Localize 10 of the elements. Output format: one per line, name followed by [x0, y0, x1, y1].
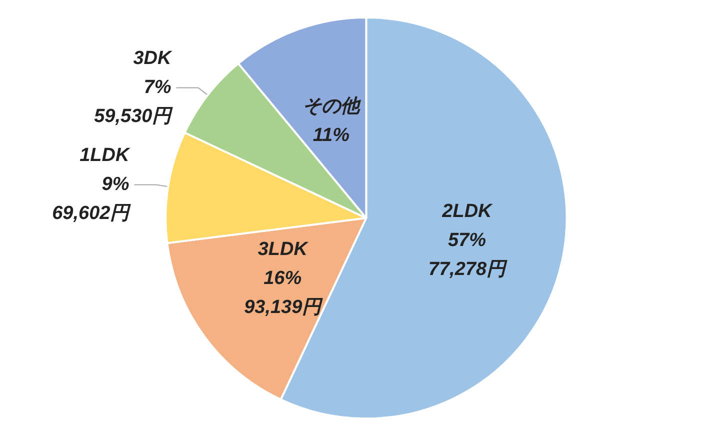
data-label: 7% 59,530円: [94, 77, 174, 128]
slice-label: 3DK: [133, 48, 172, 70]
slice-label: 2LDK: [441, 201, 494, 222]
data-label: 57% 77,278円: [428, 230, 508, 280]
slice-label: 3LDK: [258, 239, 309, 260]
data-label: 11%: [312, 124, 350, 146]
data-label: 16% 93,139円: [244, 268, 324, 318]
slice-label: 1LDK: [80, 145, 131, 166]
data-label: 9% 69,602円: [52, 174, 132, 224]
slice-label: その他: [302, 96, 362, 117]
